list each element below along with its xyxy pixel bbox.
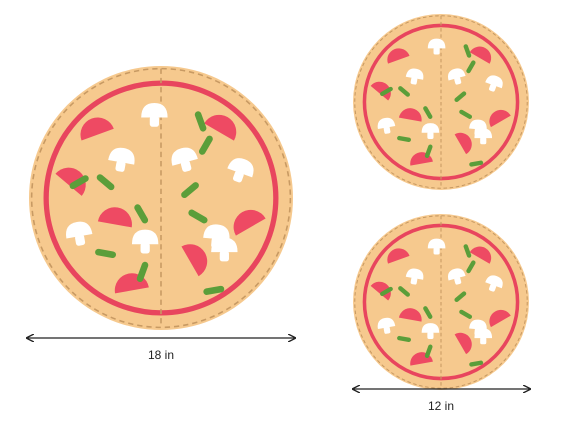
green-pepper-icon	[454, 291, 467, 303]
tomato-slice-icon	[398, 308, 422, 322]
tomato-slice-icon	[55, 167, 86, 196]
tomato-slice-icon	[454, 132, 472, 155]
green-pepper-icon	[466, 60, 476, 74]
tomato-slice-icon	[204, 114, 237, 141]
mushroom-icon	[171, 147, 198, 172]
mushroom-icon	[427, 238, 446, 255]
green-pepper-icon	[454, 91, 467, 103]
mushroom-icon	[141, 102, 168, 127]
crust-dashed-edge	[30, 67, 292, 329]
tomato-slice-icon	[80, 117, 114, 141]
toppings	[370, 238, 511, 367]
mushroom-icon	[377, 317, 396, 334]
green-pepper-icon	[380, 86, 393, 97]
mushroom-icon	[131, 229, 159, 254]
green-pepper-icon	[424, 144, 433, 159]
green-pepper-icon	[69, 175, 89, 190]
small-pizza-top	[353, 14, 529, 190]
green-pepper-icon	[380, 286, 393, 297]
mushroom-icon	[421, 323, 440, 339]
green-pepper-icon	[466, 260, 476, 274]
small-pizza-bottom	[353, 214, 529, 390]
tomato-slice-icon	[469, 46, 492, 64]
mushroom-icon	[485, 75, 503, 92]
mushroom-icon	[474, 128, 493, 145]
green-pepper-icon	[398, 86, 410, 97]
green-pepper-icon	[463, 244, 472, 258]
crust-dashed-edge	[354, 215, 528, 389]
mushroom-icon	[377, 117, 396, 134]
green-pepper-icon	[469, 160, 484, 167]
mushroom-icon	[485, 275, 503, 292]
green-pepper-icon	[194, 111, 207, 132]
tomato-slice-icon	[387, 248, 410, 264]
crust-dashed-edge	[354, 15, 528, 189]
green-pepper-icon	[96, 174, 115, 191]
tomato-slice-icon	[370, 281, 391, 301]
green-pepper-icon	[95, 248, 117, 259]
mushroom-icon	[427, 38, 446, 55]
tomato-slice-icon	[469, 246, 492, 264]
green-pepper-icon	[463, 44, 472, 58]
green-pepper-icon	[423, 306, 433, 319]
green-pepper-icon	[398, 286, 410, 297]
mushroom-icon	[227, 158, 254, 183]
mushroom-icon	[405, 268, 424, 285]
mushroom-icon	[405, 68, 424, 85]
green-pepper-icon	[188, 209, 208, 224]
small-diameter-label: 12 in	[428, 399, 454, 413]
mushroom-icon	[211, 237, 238, 262]
tomato-slice-icon	[454, 332, 472, 355]
tomato-slice-icon	[489, 109, 511, 128]
green-pepper-icon	[424, 344, 433, 359]
green-pepper-icon	[203, 285, 225, 295]
mushroom-icon	[108, 147, 135, 172]
mushroom-icon	[448, 268, 466, 285]
green-pepper-icon	[397, 135, 412, 143]
green-pepper-icon	[134, 204, 149, 224]
large-diameter-label: 18 in	[148, 348, 174, 362]
tomato-slice-icon	[233, 209, 266, 236]
mushroom-icon	[448, 68, 466, 85]
mushroom-icon	[474, 328, 493, 345]
green-pepper-icon	[198, 135, 213, 155]
large-pizza	[28, 65, 293, 330]
tomato-slice-icon	[181, 244, 208, 277]
mushroom-icon	[421, 123, 440, 139]
tomato-slice-icon	[387, 48, 410, 64]
toppings	[55, 102, 266, 295]
green-pepper-icon	[459, 309, 473, 319]
tomato-slice-icon	[370, 81, 391, 101]
tomato-slice-icon	[97, 207, 132, 228]
green-pepper-icon	[423, 106, 433, 119]
green-pepper-icon	[136, 261, 149, 283]
mushroom-icon	[66, 221, 93, 246]
toppings	[370, 38, 511, 167]
tomato-slice-icon	[489, 309, 511, 328]
green-pepper-icon	[469, 360, 484, 367]
green-pepper-icon	[459, 109, 473, 119]
tomato-slice-icon	[398, 108, 422, 122]
green-pepper-icon	[397, 335, 412, 343]
green-pepper-icon	[181, 182, 199, 199]
